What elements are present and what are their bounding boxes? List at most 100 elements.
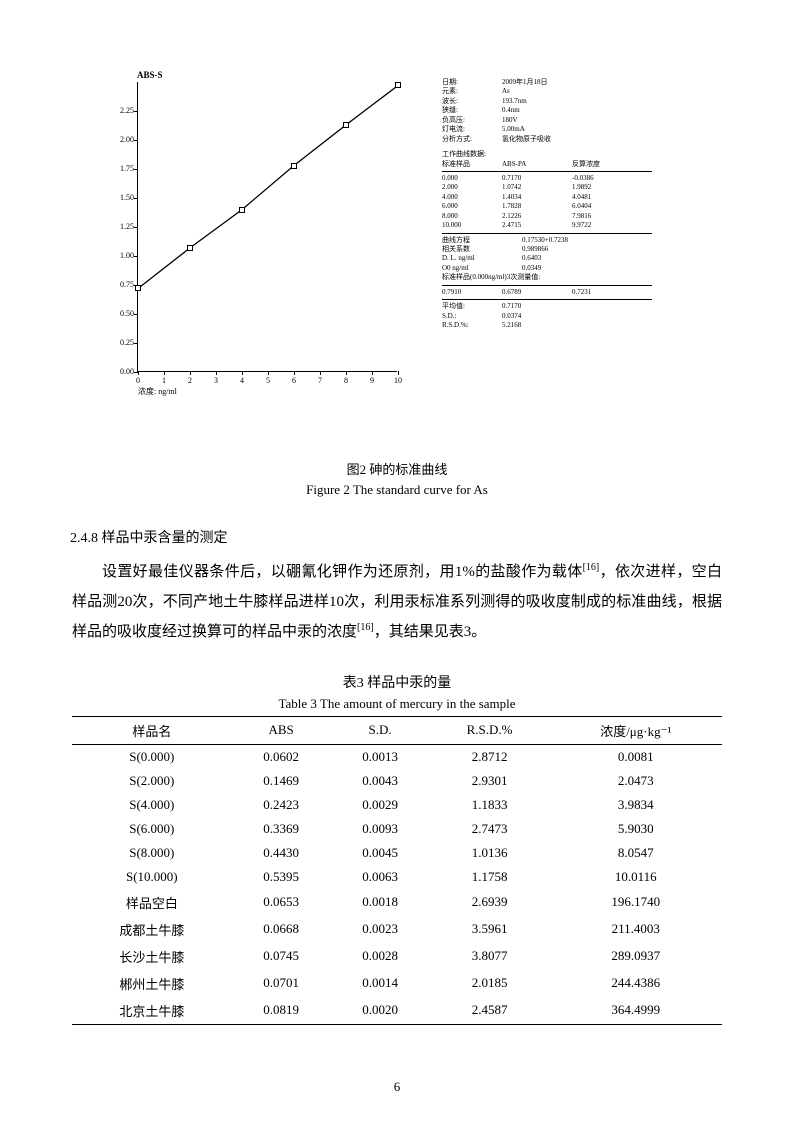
figure-2-block: ABS-S 浓度: ng/ml 0.000.250.500.751.001.25…: [102, 70, 662, 440]
table-row: 成都土牛膝0.06680.00233.5961211.4003: [72, 916, 722, 943]
table-cell: 0.0043: [331, 769, 430, 793]
y-tick-label: 1.00: [108, 251, 134, 260]
y-tick-label: 0.00: [108, 367, 134, 376]
table-header: R.S.D.%: [430, 716, 550, 744]
table-cell: 0.5395: [232, 865, 331, 889]
table-cell: 0.0045: [331, 841, 430, 865]
table-cell: 3.8077: [430, 943, 550, 970]
table-3-caption: 表3 样品中汞的量 Table 3 The amount of mercury …: [72, 673, 722, 714]
table-cell: 0.0819: [232, 997, 331, 1025]
data-marker: [395, 82, 401, 88]
table-header: 样品名: [72, 716, 232, 744]
table-cell: 样品空白: [72, 889, 232, 916]
body-text-1a: 设置好最佳仪器条件后，以硼氰化钾作为还原剂，用1%的盐酸作为载体: [102, 564, 583, 580]
table-header: ABS: [232, 716, 331, 744]
x-tick-label: 2: [183, 376, 197, 385]
table-cell: 成都土牛膝: [72, 916, 232, 943]
table-cell: S(0.000): [72, 744, 232, 769]
table-cell: 211.4003: [550, 916, 722, 943]
data-marker: [343, 122, 349, 128]
mercury-table: 样品名ABSS.D.R.S.D.%浓度/μg·kg⁻¹S(0.000)0.060…: [72, 716, 722, 1025]
table-cell: 0.0023: [331, 916, 430, 943]
table-cell: 0.0668: [232, 916, 331, 943]
table-cell: S(6.000): [72, 817, 232, 841]
table-cell: 10.0116: [550, 865, 722, 889]
table-cell: 2.7473: [430, 817, 550, 841]
data-marker: [187, 245, 193, 251]
figure-caption-en: Figure 2 The standard curve for As: [72, 480, 722, 500]
table-cell: 0.0745: [232, 943, 331, 970]
figure-2-caption: 图2 砷的标准曲线 Figure 2 The standard curve fo…: [72, 460, 722, 499]
table-caption-en: Table 3 The amount of mercury in the sam…: [72, 694, 722, 714]
x-tick-label: 1: [157, 376, 171, 385]
table-row: 样品空白0.06530.00182.6939196.1740: [72, 889, 722, 916]
table-cell: 0.0014: [331, 970, 430, 997]
x-tick-label: 8: [339, 376, 353, 385]
table-cell: 2.8712: [430, 744, 550, 769]
table-cell: 2.4587: [430, 997, 550, 1025]
table-cell: 0.0701: [232, 970, 331, 997]
table-header: 浓度/μg·kg⁻¹: [550, 716, 722, 744]
x-tick-label: 10: [391, 376, 405, 385]
table-cell: 0.0602: [232, 744, 331, 769]
table-cell: 244.4386: [550, 970, 722, 997]
x-tick-label: 6: [287, 376, 301, 385]
table-row: S(10.000)0.53950.00631.175810.0116: [72, 865, 722, 889]
x-tick-label: 3: [209, 376, 223, 385]
table-cell: 196.1740: [550, 889, 722, 916]
table-cell: S(10.000): [72, 865, 232, 889]
table-cell: 0.0013: [331, 744, 430, 769]
table-cell: 0.4430: [232, 841, 331, 865]
table-cell: 0.0018: [331, 889, 430, 916]
table-cell: 0.0020: [331, 997, 430, 1025]
x-tick-label: 4: [235, 376, 249, 385]
table-row: S(6.000)0.33690.00932.74735.9030: [72, 817, 722, 841]
y-tick-label: 1.50: [108, 193, 134, 202]
body-paragraph: 设置好最佳仪器条件后，以硼氰化钾作为还原剂，用1%的盐酸作为载体[16]，依次进…: [72, 557, 722, 647]
page-number: 6: [0, 1079, 794, 1095]
chart-info-panel: 日期:2009年1月18日元素:As波长:193.7nm狭缝:0.4nm负高压:…: [442, 78, 652, 331]
y-tick-label: 2.25: [108, 106, 134, 115]
table-cell: 2.6939: [430, 889, 550, 916]
table-cell: 3.9834: [550, 793, 722, 817]
table-cell: S(8.000): [72, 841, 232, 865]
table-cell: S(2.000): [72, 769, 232, 793]
table-cell: 0.0093: [331, 817, 430, 841]
table-row: S(0.000)0.06020.00132.87120.0081: [72, 744, 722, 769]
table-cell: 0.2423: [232, 793, 331, 817]
table-cell: 0.0029: [331, 793, 430, 817]
table-cell: 长沙土牛膝: [72, 943, 232, 970]
table-cell: 1.1758: [430, 865, 550, 889]
table-cell: 5.9030: [550, 817, 722, 841]
table-row: S(2.000)0.14690.00432.93012.0473: [72, 769, 722, 793]
chart-area: ABS-S 浓度: ng/ml 0.000.250.500.751.001.25…: [102, 70, 422, 400]
chart-x-label: 浓度: ng/ml: [138, 386, 177, 397]
table-cell: 2.0473: [550, 769, 722, 793]
section-heading: 2.4.8 样品中汞含量的测定: [70, 527, 722, 547]
table-cell: 2.9301: [430, 769, 550, 793]
table-cell: 364.4999: [550, 997, 722, 1025]
body-text-1c: ，其结果见表3。: [374, 624, 487, 640]
table-cell: 郴州土牛膝: [72, 970, 232, 997]
citation-ref: [16]: [583, 562, 600, 573]
chart-svg: [138, 82, 398, 372]
table-cell: 0.0653: [232, 889, 331, 916]
table-row: S(4.000)0.24230.00291.18333.9834: [72, 793, 722, 817]
x-tick-label: 9: [365, 376, 379, 385]
table-cell: 0.1469: [232, 769, 331, 793]
y-tick-label: 2.00: [108, 135, 134, 144]
y-tick-label: 0.25: [108, 338, 134, 347]
table-cell: 0.3369: [232, 817, 331, 841]
x-tick-label: 7: [313, 376, 327, 385]
table-cell: 8.0547: [550, 841, 722, 865]
y-tick-label: 1.75: [108, 164, 134, 173]
table-row: 长沙土牛膝0.07450.00283.8077289.0937: [72, 943, 722, 970]
table-row: S(8.000)0.44300.00451.01368.0547: [72, 841, 722, 865]
table-cell: 3.5961: [430, 916, 550, 943]
table-cell: 1.1833: [430, 793, 550, 817]
table-row: 郴州土牛膝0.07010.00142.0185244.4386: [72, 970, 722, 997]
table-cell: 2.0185: [430, 970, 550, 997]
data-marker: [239, 207, 245, 213]
citation-ref: [16]: [357, 622, 374, 633]
x-tick-label: 0: [131, 376, 145, 385]
